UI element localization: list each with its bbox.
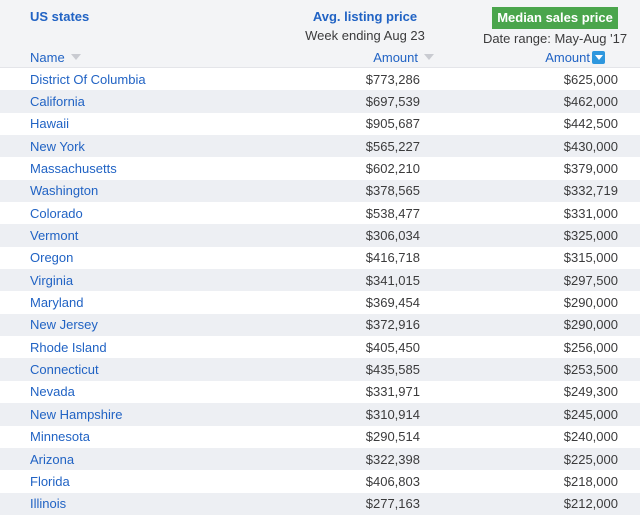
state-link[interactable]: New Hampshire	[30, 406, 123, 422]
avg-listing-price-value: $372,916	[365, 317, 420, 333]
avg-amount-column-header[interactable]: Amount	[280, 49, 434, 65]
table-row: Florida $406,803 $218,000	[0, 470, 640, 492]
median-sales-price-value: $315,000	[563, 250, 618, 266]
sort-arrow-icon	[70, 54, 81, 60]
avg-listing-price-value: $331,971	[365, 384, 420, 400]
table-row: Colorado $538,477 $331,000	[0, 202, 640, 224]
avg-listing-price-value: $310,914	[365, 406, 420, 422]
avg-listing-price-value: $405,450	[365, 339, 420, 355]
avg-listing-price-value: $290,514	[365, 429, 420, 445]
sort-desc-active-icon	[592, 50, 605, 64]
table-row: Oregon $416,718 $315,000	[0, 247, 640, 269]
table-header: US states Avg. listing price Week ending…	[0, 0, 640, 47]
avg-amount-column-label: Amount	[373, 49, 418, 65]
state-link[interactable]: Massachusetts	[30, 161, 117, 177]
state-link[interactable]: Maryland	[30, 295, 84, 311]
median-sales-price-value: $331,000	[563, 205, 618, 221]
name-column-header[interactable]: Name	[0, 50, 280, 65]
table-row: Nevada $331,971 $249,300	[0, 381, 640, 403]
state-link[interactable]: Nevada	[30, 384, 75, 400]
state-link[interactable]: Rhode Island	[30, 339, 107, 355]
median-sales-price-subtitle: Date range: May-Aug '17	[482, 31, 628, 46]
avg-listing-price-value: $369,454	[365, 295, 420, 311]
avg-listing-price-subtitle: Week ending Aug 23	[305, 28, 425, 43]
avg-listing-price-value: $602,210	[365, 161, 420, 177]
avg-listing-price-value: $322,398	[365, 451, 420, 467]
median-sales-price-value: $325,000	[563, 228, 618, 244]
median-sales-price-value: $430,000	[563, 138, 618, 154]
state-link[interactable]: Florida	[30, 473, 70, 489]
table-row: New York $565,227 $430,000	[0, 135, 640, 158]
median-sales-price-value: $379,000	[563, 161, 618, 177]
median-sales-price-value: $225,000	[563, 451, 618, 467]
median-sales-price-value: $256,000	[563, 339, 618, 355]
state-link[interactable]: Illinois	[30, 496, 67, 512]
state-link[interactable]: Connecticut	[30, 362, 99, 378]
state-link[interactable]: Colorado	[30, 205, 83, 221]
state-link[interactable]: New Jersey	[30, 317, 98, 333]
median-sales-price-value: $245,000	[563, 406, 618, 422]
state-link[interactable]: District Of Columbia	[30, 71, 146, 87]
median-sales-price-value: $442,500	[563, 116, 618, 132]
sort-desc-triangle-icon	[594, 55, 603, 60]
state-link[interactable]: Arizona	[30, 451, 75, 467]
avg-listing-price-value: $306,034	[365, 228, 420, 244]
avg-listing-price-value: $378,565	[365, 183, 420, 199]
table-row: New Jersey $372,916 $290,000	[0, 313, 640, 337]
table-row: Arizona $322,398 $225,000	[0, 447, 640, 471]
median-sales-price-value: $462,000	[563, 94, 618, 110]
median-sales-price-value: $625,000	[563, 71, 618, 87]
avg-listing-price-header[interactable]: Avg. listing price	[312, 9, 418, 24]
table-row: Maryland $369,454 $290,000	[0, 291, 640, 313]
median-sales-price-value: $290,000	[563, 295, 618, 311]
avg-listing-price-value: $905,687	[365, 116, 420, 132]
table-row: Massachusetts $602,210 $379,000	[0, 157, 640, 179]
avg-listing-price-value: $697,539	[365, 94, 420, 110]
table-row: Connecticut $435,585 $253,500	[0, 358, 640, 381]
name-column-label: Name	[30, 49, 65, 65]
table-row: Illinois $277,163 $212,000	[0, 492, 640, 515]
median-sales-price-value: $218,000	[563, 473, 618, 489]
table-row: Minnesota $290,514 $240,000	[0, 426, 640, 448]
avg-listing-price-value: $277,163	[365, 496, 420, 512]
table-row: Vermont $306,034 $325,000	[0, 224, 640, 247]
median-sales-price-value: $332,719	[563, 183, 618, 199]
median-sales-price-value: $290,000	[563, 317, 618, 333]
median-sales-price-value: $212,000	[563, 496, 618, 512]
median-amount-column-header[interactable]: Amount	[420, 50, 640, 65]
median-sales-price-value: $249,300	[563, 384, 618, 400]
avg-listing-price-value: $435,585	[365, 362, 420, 378]
median-sales-price-header[interactable]: Median sales price	[492, 7, 618, 29]
table-row: California $697,539 $462,000	[0, 90, 640, 113]
table-row: District Of Columbia $773,286 $625,000	[0, 68, 640, 90]
median-sales-price-value: $253,500	[563, 362, 618, 378]
table-row: Rhode Island $405,450 $256,000	[0, 336, 640, 358]
table-row: Hawaii $905,687 $442,500	[0, 113, 640, 135]
avg-listing-price-value: $416,718	[365, 250, 420, 266]
table-row: Washington $378,565 $332,719	[0, 179, 640, 203]
state-link[interactable]: Hawaii	[30, 116, 70, 132]
state-link[interactable]: Oregon	[30, 250, 74, 266]
avg-listing-price-value: $538,477	[365, 205, 420, 221]
table-row: New Hampshire $310,914 $245,000	[0, 403, 640, 426]
avg-listing-price-value: $773,286	[365, 71, 420, 87]
state-link[interactable]: Virginia	[30, 272, 74, 288]
state-link[interactable]: New York	[30, 138, 85, 154]
median-amount-column-label: Amount	[545, 49, 590, 65]
us-states-title[interactable]: US states	[30, 9, 90, 24]
avg-listing-price-value: $406,803	[365, 473, 420, 489]
median-sales-price-value: $297,500	[563, 272, 618, 288]
table-row: Virginia $341,015 $297,500	[0, 269, 640, 292]
column-header-row: Name Amount Amount	[0, 47, 640, 68]
table-body: District Of Columbia $773,286 $625,000 C…	[0, 68, 640, 515]
state-link[interactable]: Washington	[30, 183, 99, 199]
state-link[interactable]: California	[30, 94, 85, 110]
state-link[interactable]: Vermont	[30, 228, 79, 244]
state-link[interactable]: Minnesota	[30, 429, 90, 445]
median-sales-price-value: $240,000	[563, 429, 618, 445]
avg-listing-price-value: $341,015	[365, 272, 420, 288]
avg-listing-price-value: $565,227	[365, 138, 420, 154]
sort-arrow-icon	[424, 54, 434, 60]
